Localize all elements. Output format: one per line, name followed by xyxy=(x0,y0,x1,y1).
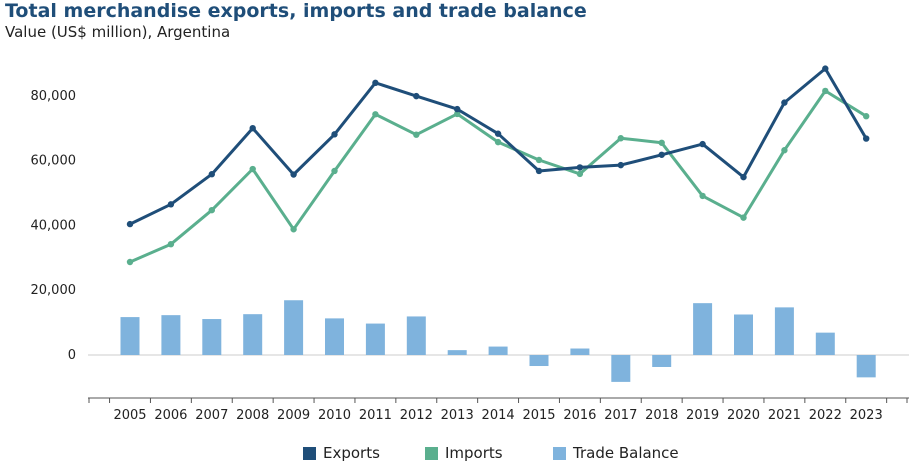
imports-point xyxy=(576,170,584,178)
legend-item-exports[interactable]: Exports xyxy=(303,444,380,462)
x-tick-label: 2020 xyxy=(727,408,760,423)
exports-point xyxy=(208,171,215,178)
x-tick-label: 2019 xyxy=(686,408,719,423)
x-tick-label: 2022 xyxy=(809,408,842,423)
exports-point xyxy=(167,201,175,208)
trade-balance-bar xyxy=(529,355,549,367)
x-tick-label: 2013 xyxy=(441,408,474,423)
trade-balance-bar xyxy=(365,323,385,355)
imports-point xyxy=(454,110,461,118)
exports-point xyxy=(454,105,461,113)
imports-point xyxy=(494,138,502,146)
trade-balance-bar xyxy=(570,348,590,355)
imports-point xyxy=(208,206,215,214)
exports-point xyxy=(781,99,788,106)
trade-balance-bar xyxy=(652,355,672,367)
trade-balance-bar xyxy=(856,355,876,378)
chart-legend: Exports Imports Trade Balance xyxy=(0,444,919,464)
x-tick-label: 2006 xyxy=(154,408,187,423)
imports-point xyxy=(290,226,297,233)
legend-swatch-exports xyxy=(303,446,316,460)
legend-label-trade-balance: Trade Balance xyxy=(573,444,679,462)
imports-point xyxy=(740,214,747,221)
trade-balance-bar xyxy=(488,346,508,355)
legend-swatch-trade-balance xyxy=(553,446,566,460)
trade-balance-bar xyxy=(120,317,140,355)
chart-plot: 0 20,000 40,000 60,000 80,000 2005 2006 2007 200… xyxy=(31,65,909,423)
x-tick-label: 2010 xyxy=(318,408,351,423)
exports-point xyxy=(535,167,543,175)
imports-point xyxy=(413,131,420,138)
imports-line xyxy=(129,89,867,264)
imports-point xyxy=(822,87,829,95)
exports-point xyxy=(658,151,665,158)
exports-point xyxy=(617,161,624,169)
exports-point xyxy=(863,135,870,142)
imports-point xyxy=(658,139,665,146)
y-tick-label: 80,000 xyxy=(31,89,77,104)
exports-point xyxy=(576,164,584,171)
imports-point xyxy=(699,192,706,200)
x-tick-label: 2009 xyxy=(277,408,310,423)
imports-point xyxy=(535,156,543,164)
trade-balance-bar xyxy=(611,355,631,382)
exports-point xyxy=(249,125,256,132)
x-tick-label: 2014 xyxy=(482,408,515,423)
imports-point xyxy=(617,135,624,142)
legend-item-trade-balance[interactable]: Trade Balance xyxy=(553,444,679,462)
x-tick-label: 2012 xyxy=(400,408,433,423)
exports-line xyxy=(129,67,868,226)
trade-balance-bar xyxy=(161,315,181,355)
exports-point xyxy=(413,92,420,100)
x-tick-label: 2011 xyxy=(359,408,392,423)
x-tick-label: 2023 xyxy=(850,408,883,423)
trade-balance-bar xyxy=(734,314,753,355)
x-tick-label: 2017 xyxy=(604,408,637,423)
exports-point xyxy=(699,140,706,148)
x-tick-label: 2008 xyxy=(236,408,269,423)
exports-point xyxy=(494,130,502,137)
trade-balance-bar xyxy=(284,300,304,355)
imports-point xyxy=(126,258,134,266)
trade-balance-bar xyxy=(325,318,344,355)
legend-swatch-imports xyxy=(425,446,438,460)
y-tick-label: 0 xyxy=(68,348,76,363)
exports-point xyxy=(372,79,379,87)
legend-label-exports: Exports xyxy=(323,444,380,462)
y-tick-label: 60,000 xyxy=(31,154,77,169)
exports-point xyxy=(740,173,747,181)
exports-point xyxy=(822,65,829,72)
trade-balance-bar xyxy=(693,303,713,355)
x-tick-label: 2016 xyxy=(563,408,596,423)
chart-subtitle: Value (US$ million), Argentina xyxy=(5,23,231,41)
exports-point xyxy=(290,171,297,178)
imports-point xyxy=(372,111,379,118)
imports-point xyxy=(863,113,870,120)
y-tick-label: 20,000 xyxy=(31,283,77,298)
x-tick-label: 2007 xyxy=(195,408,228,423)
trade-balance-bar xyxy=(406,316,426,355)
trade-balance-bar xyxy=(447,350,467,355)
trade-balance-bar xyxy=(202,319,222,355)
trade-balance-bar xyxy=(815,332,835,355)
imports-point xyxy=(249,165,256,173)
y-tick-label: 40,000 xyxy=(31,218,77,233)
x-tick-label: 2015 xyxy=(522,408,555,423)
chart-title: Total merchandise exports, imports and t… xyxy=(5,0,587,22)
x-tick-label: 2018 xyxy=(645,408,678,423)
legend-label-imports: Imports xyxy=(445,444,503,462)
exports-point xyxy=(331,131,338,138)
x-tick-label: 2005 xyxy=(113,408,146,423)
legend-item-imports[interactable]: Imports xyxy=(425,444,503,462)
trade-balance-bar xyxy=(243,314,263,355)
x-tick-label: 2021 xyxy=(768,408,801,423)
imports-point xyxy=(167,240,175,248)
imports-point xyxy=(331,167,338,175)
imports-point xyxy=(781,147,788,154)
trade-balance-bar xyxy=(774,307,794,355)
exports-point xyxy=(126,220,134,228)
